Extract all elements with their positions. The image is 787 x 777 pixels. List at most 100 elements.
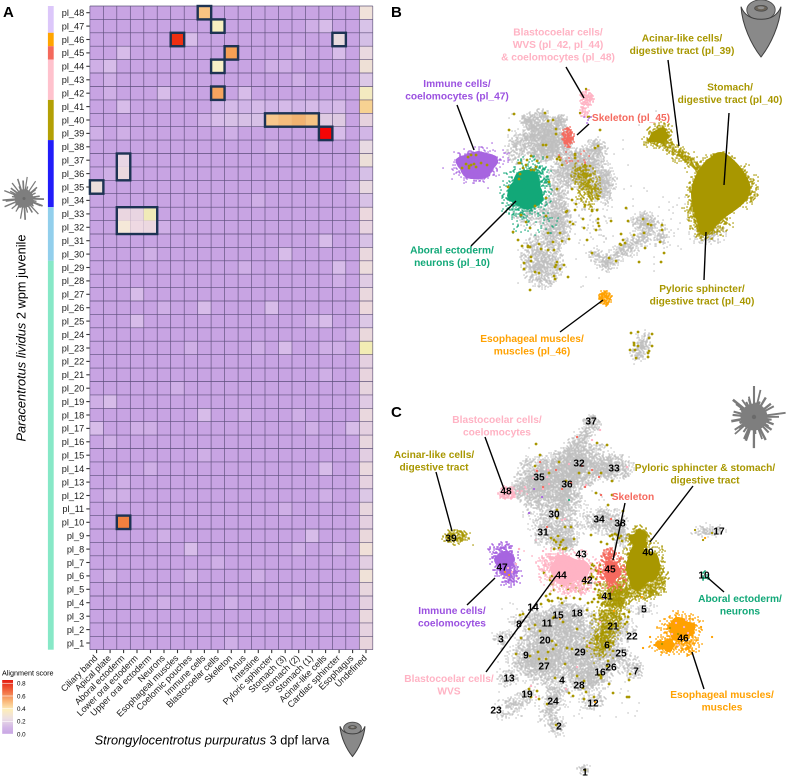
svg-text:pl_41: pl_41: [62, 102, 84, 112]
svg-text:Aboral ectoderm/neurons (pl_10: Aboral ectoderm/neurons (pl_10): [410, 246, 494, 269]
svg-text:Skeleton (pl_45): Skeleton (pl_45): [592, 113, 670, 124]
svg-text:0.6: 0.6: [17, 693, 26, 700]
svg-text:Alignment score: Alignment score: [2, 669, 54, 678]
svg-text:13: 13: [503, 674, 515, 685]
svg-text:pl_27: pl_27: [62, 290, 84, 300]
svg-text:pl_25: pl_25: [62, 316, 84, 326]
svg-text:31: 31: [537, 528, 549, 539]
svg-text:15: 15: [552, 611, 564, 622]
svg-text:pl_11: pl_11: [62, 504, 84, 514]
svg-text:Blastocoelar cells/WVS: Blastocoelar cells/WVS: [404, 674, 494, 697]
svg-text:17: 17: [713, 527, 725, 538]
svg-text:27: 27: [538, 662, 550, 673]
svg-text:33: 33: [608, 464, 620, 475]
svg-text:5: 5: [641, 605, 647, 616]
svg-text:44: 44: [555, 571, 567, 582]
svg-text:Skeleton: Skeleton: [612, 492, 654, 503]
svg-text:3: 3: [498, 635, 504, 646]
svg-text:22: 22: [626, 632, 638, 643]
svg-text:18: 18: [571, 609, 583, 620]
svg-text:39: 39: [445, 534, 457, 545]
svg-text:16: 16: [594, 668, 606, 679]
svg-text:Stomach/digestive tract (pl_40: Stomach/digestive tract (pl_40): [678, 83, 783, 106]
svg-text:40: 40: [642, 548, 654, 559]
svg-text:pl_9: pl_9: [67, 531, 84, 541]
svg-text:pl_16: pl_16: [62, 437, 84, 447]
svg-text:Immune cells/coelomocytes (pl_: Immune cells/coelomocytes (pl_47): [405, 79, 509, 102]
svg-text:pl_8: pl_8: [67, 544, 84, 554]
svg-text:pl_39: pl_39: [62, 129, 84, 139]
svg-text:pl_3: pl_3: [67, 612, 84, 622]
svg-text:pl_31: pl_31: [62, 236, 84, 246]
svg-text:pl_21: pl_21: [62, 370, 84, 380]
svg-text:pl_20: pl_20: [62, 384, 84, 394]
svg-text:42: 42: [581, 576, 593, 587]
svg-text:pl_15: pl_15: [62, 451, 84, 461]
svg-text:pl_2: pl_2: [67, 625, 84, 635]
svg-text:48: 48: [500, 487, 512, 498]
svg-text:36: 36: [561, 480, 573, 491]
svg-text:11: 11: [542, 619, 553, 630]
svg-text:pl_23: pl_23: [62, 343, 84, 353]
svg-text:Aboral ectoderm/neurons: Aboral ectoderm/neurons: [698, 594, 782, 617]
svg-text:pl_12: pl_12: [62, 491, 84, 501]
svg-text:0.4: 0.4: [17, 706, 26, 713]
svg-text:pl_29: pl_29: [62, 263, 84, 273]
svg-text:pl_38: pl_38: [62, 142, 84, 152]
svg-text:pl_10: pl_10: [62, 518, 84, 528]
svg-text:37: 37: [585, 417, 597, 428]
svg-text:4: 4: [559, 676, 565, 687]
svg-text:pl_7: pl_7: [67, 558, 84, 568]
svg-text:pl_22: pl_22: [62, 357, 84, 367]
svg-text:pl_6: pl_6: [67, 571, 84, 581]
svg-text:pl_48: pl_48: [62, 8, 84, 18]
svg-text:0.8: 0.8: [17, 681, 26, 688]
svg-text:Acinar-like cells/digestive tr: Acinar-like cells/digestive tract: [394, 450, 475, 473]
svg-text:Blastocoelar cells/coelomocyte: Blastocoelar cells/coelomocytes: [452, 415, 542, 438]
svg-text:pl_14: pl_14: [62, 464, 84, 474]
svg-text:Esophageal muscles/muscles (pl: Esophageal muscles/muscles (pl_46): [480, 334, 584, 357]
svg-text:35: 35: [533, 473, 545, 484]
svg-text:1: 1: [582, 768, 588, 777]
svg-text:26: 26: [605, 663, 617, 674]
svg-text:pl_35: pl_35: [62, 182, 84, 192]
svg-text:pl_19: pl_19: [62, 397, 84, 407]
svg-text:pl_26: pl_26: [62, 303, 84, 313]
svg-text:34: 34: [593, 515, 605, 526]
svg-text:2: 2: [556, 722, 562, 733]
svg-text:45: 45: [604, 565, 616, 576]
svg-text:Immune cells/coelomocytes: Immune cells/coelomocytes: [418, 606, 486, 629]
svg-text:Paracentrotus lividus 2 wpm ju: Paracentrotus lividus 2 wpm juvenile: [14, 235, 29, 442]
svg-text:0.2: 0.2: [17, 719, 26, 726]
svg-text:A: A: [3, 4, 14, 21]
svg-text:pl_36: pl_36: [62, 169, 84, 179]
svg-text:pl_43: pl_43: [62, 75, 84, 85]
svg-text:pl_1: pl_1: [67, 638, 84, 648]
svg-text:Pyloric sphincter & stomach/di: Pyloric sphincter & stomach/digestive tr…: [635, 463, 776, 486]
svg-text:12: 12: [587, 699, 599, 710]
svg-text:23: 23: [490, 706, 502, 717]
svg-text:pl_33: pl_33: [62, 209, 84, 219]
svg-text:9: 9: [523, 651, 529, 662]
svg-text:pl_24: pl_24: [62, 330, 84, 340]
svg-text:pl_44: pl_44: [62, 62, 84, 72]
svg-text:Esophageal muscles/muscles: Esophageal muscles/muscles: [670, 690, 774, 713]
svg-text:pl_13: pl_13: [62, 477, 84, 487]
svg-text:pl_17: pl_17: [62, 424, 84, 434]
svg-text:21: 21: [607, 622, 619, 633]
svg-text:pl_32: pl_32: [62, 223, 84, 233]
svg-text:pl_37: pl_37: [62, 156, 84, 166]
svg-text:7: 7: [633, 667, 639, 678]
svg-text:10: 10: [698, 571, 710, 582]
svg-text:25: 25: [615, 649, 627, 660]
svg-text:24: 24: [547, 697, 559, 708]
svg-text:pl_42: pl_42: [62, 89, 84, 99]
svg-text:Acinar-like cells/digestive tr: Acinar-like cells/digestive tract (pl_39…: [630, 34, 735, 57]
svg-text:Pyloric sphincter/digestive tr: Pyloric sphincter/digestive tract (pl_40…: [650, 284, 755, 307]
svg-text:8: 8: [516, 620, 522, 631]
svg-text:47: 47: [496, 563, 508, 574]
svg-text:pl_45: pl_45: [62, 48, 84, 58]
svg-text:pl_40: pl_40: [62, 115, 84, 125]
svg-text:pl_46: pl_46: [62, 35, 84, 45]
svg-text:41: 41: [601, 592, 613, 603]
